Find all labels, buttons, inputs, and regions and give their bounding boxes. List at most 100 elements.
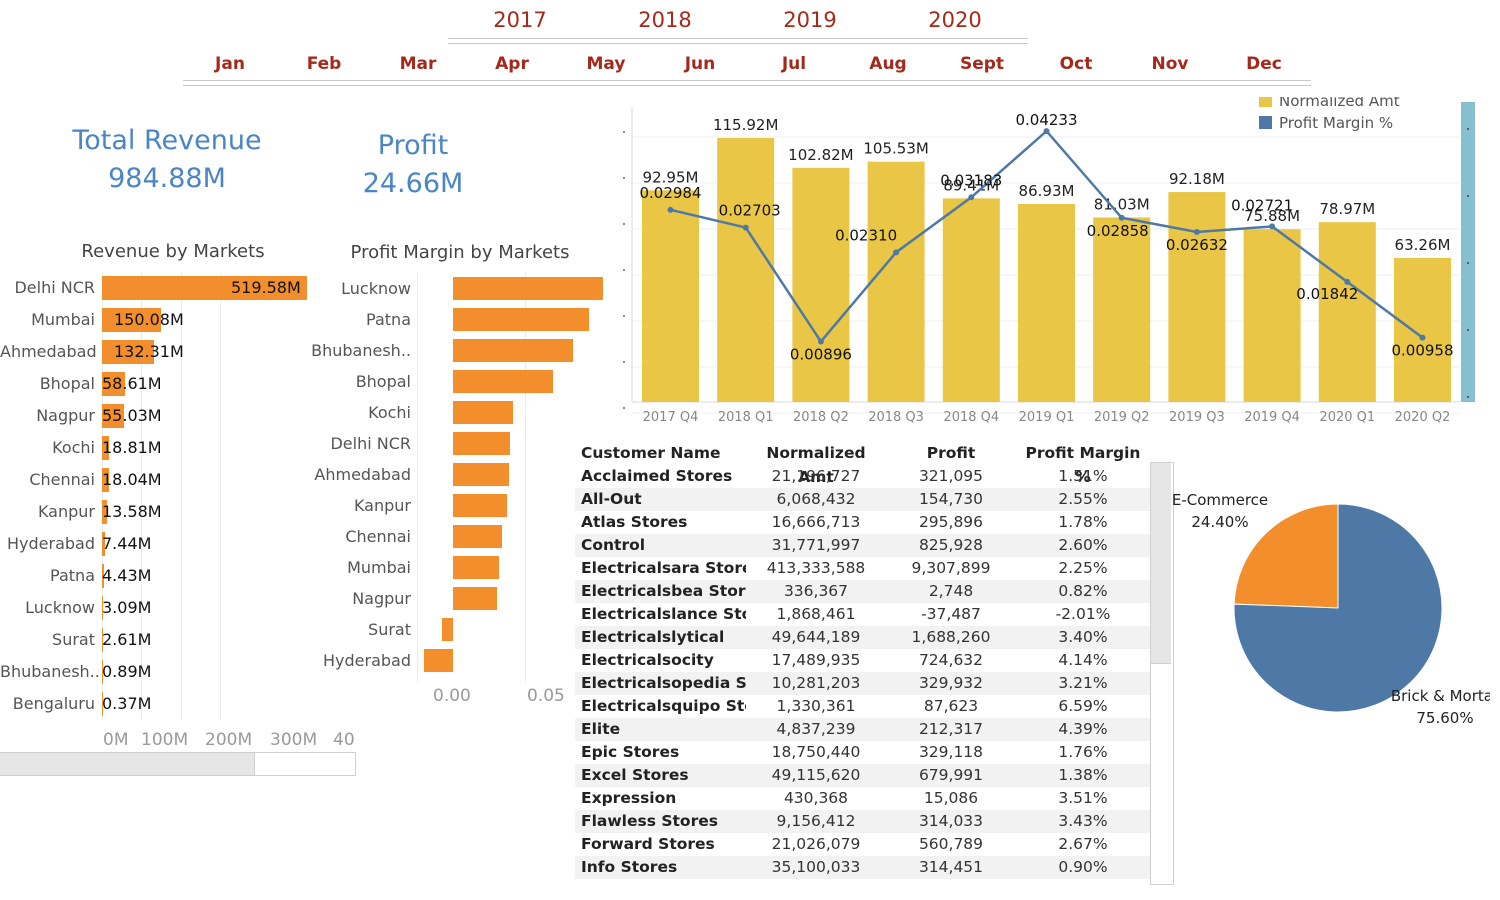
revenue-gridline (180, 272, 182, 720)
revenue-bar[interactable] (102, 404, 124, 428)
cell-customer-name: Excel Stores (581, 766, 689, 784)
revenue-market-label: Bhopal (39, 374, 95, 393)
combo-category-label: 2018 Q1 (718, 410, 774, 425)
revenue-bar[interactable] (102, 692, 103, 716)
margin-bar[interactable] (453, 463, 509, 486)
table-row[interactable]: Electricalsopedia St.. 10,281,203 329,932 3… (575, 672, 1150, 695)
month-oct[interactable]: Oct (1059, 54, 1093, 74)
revenue-axis-tick: 200M (205, 730, 253, 750)
margin-bar[interactable] (453, 556, 499, 579)
revenue-axis-tick: 100M (141, 730, 189, 750)
month-apr[interactable]: Apr (495, 54, 529, 74)
margin-bar[interactable] (441, 618, 453, 641)
margin-axis-tick: 0.05 (527, 686, 565, 706)
month-dec[interactable]: Dec (1246, 54, 1282, 74)
month-aug[interactable]: Aug (869, 54, 907, 74)
revenue-bar[interactable] (102, 276, 307, 300)
table-row[interactable]: Acclaimed Stores 21,196,727 321,095 1.51% (575, 465, 1150, 488)
year-2020[interactable]: 2020 (928, 8, 982, 32)
revenue-bar[interactable] (102, 436, 110, 460)
cell-profit: 9,307,899 (911, 559, 991, 577)
table-row[interactable]: Electricalslytical 49,644,189 1,688,260 3.4… (575, 626, 1150, 649)
revenue-market-label: Ahmedabad (0, 342, 97, 361)
revenue-bar[interactable] (102, 500, 108, 524)
table-row[interactable]: Forward Stores 21,026,079 560,789 2.67% (575, 833, 1150, 856)
combo-category-label: 2019 Q4 (1244, 410, 1300, 425)
profit-margin-label: 0.02310 (835, 226, 897, 244)
month-may[interactable]: May (586, 54, 626, 74)
revenue-market-label: Kanpur (37, 502, 95, 521)
cell-profit-margin: 2.55% (1058, 490, 1108, 508)
cell-customer-name: Forward Stores (581, 835, 715, 853)
cell-normalized-amt: 35,100,033 (771, 858, 861, 876)
table-row[interactable]: Control 31,771,997 825,928 2.60% (575, 534, 1150, 557)
cell-profit: 314,033 (918, 812, 984, 830)
table-row[interactable]: Electricalsquipo Sto.. 1,330,361 87,623 6.5… (575, 695, 1150, 718)
revenue-value-label: 18.81M (102, 438, 162, 457)
profit-value: 24.66M (362, 168, 464, 199)
month-nov[interactable]: Nov (1151, 54, 1189, 74)
table-row[interactable]: Electricalslance Sto.. 1,868,461 -37,487 -2… (575, 603, 1150, 626)
combo-category-label: 2019 Q1 (1019, 410, 1075, 425)
year-2019[interactable]: 2019 (783, 8, 837, 32)
margin-bar[interactable] (453, 339, 574, 362)
revenue-bar[interactable] (102, 468, 110, 492)
margin-bar[interactable] (453, 401, 514, 424)
revenue-bar[interactable] (102, 628, 104, 652)
margin-bar[interactable] (453, 308, 589, 331)
margin-bar[interactable] (453, 494, 508, 517)
cell-profit: 329,118 (918, 743, 984, 761)
table-row[interactable]: Epic Stores 18,750,440 329,118 1.76% (575, 741, 1150, 764)
margin-bar[interactable] (424, 649, 453, 672)
quarterly-combo-chart: 92.95M 2017 Q4 115.92M 2018 Q1 102.82M 2018 Q… (623, 97, 1475, 425)
revenue-axis-tick: 300M (270, 730, 318, 750)
table-row[interactable]: Expression 430,368 15,086 3.51% (575, 787, 1150, 810)
month-mar[interactable]: Mar (399, 54, 437, 74)
margin-bar[interactable] (453, 587, 498, 610)
margin-bar[interactable] (453, 277, 604, 300)
margin-bar[interactable] (453, 525, 502, 548)
combo-category-label: 2020 Q1 (1319, 410, 1375, 425)
vertical-scrollbar-thumb[interactable] (1151, 463, 1171, 664)
margin-bar[interactable] (453, 370, 554, 393)
table-row[interactable]: Excel Stores 49,115,620 679,991 1.38% (575, 764, 1150, 787)
cell-profit-margin: 0.90% (1058, 858, 1108, 876)
year-2018[interactable]: 2018 (638, 8, 692, 32)
revenue-market-label: Hyderabad (7, 534, 95, 553)
table-row[interactable]: Atlas Stores 16,666,713 295,896 1.78% (575, 511, 1150, 534)
month-feb[interactable]: Feb (306, 54, 342, 74)
table-row[interactable]: Electricalsara Stores 413,333,588 9,307,89… (575, 557, 1150, 580)
revenue-bar[interactable] (102, 532, 105, 556)
month-jan[interactable]: Jan (215, 54, 245, 74)
revenue-bar[interactable] (102, 564, 104, 588)
combo-bar-label: 75.88M (1244, 207, 1300, 225)
table-row[interactable]: Elite 4,837,239 212,317 4.39% (575, 718, 1150, 741)
month-sept[interactable]: Sept (959, 54, 1005, 74)
year-2017[interactable]: 2017 (493, 8, 547, 32)
month-jun[interactable]: Jun (684, 54, 716, 74)
revenue-bar[interactable] (102, 308, 162, 332)
revenue-bar[interactable] (102, 372, 126, 396)
cell-normalized-amt: 49,115,620 (771, 766, 861, 784)
revenue-value-label: 7.44M (102, 534, 152, 553)
table-row[interactable]: Electricalsbea Stores 336,367 2,748 0.82% (575, 580, 1150, 603)
margin-bar[interactable] (453, 432, 511, 455)
profit-margin-label: 0.02632 (1166, 236, 1228, 254)
table-row[interactable]: Electricalsocity 17,489,935 724,632 4.14% (575, 649, 1150, 672)
cell-normalized-amt: 21,026,079 (771, 835, 861, 853)
combo-right-tick (1467, 262, 1469, 264)
revenue-gridline (102, 272, 103, 720)
horizontal-scrollbar-thumb[interactable] (0, 753, 255, 775)
revenue-bar[interactable] (102, 596, 104, 620)
table-row[interactable]: Info Stores 35,100,033 314,451 0.90% (575, 856, 1150, 879)
revenue-bar[interactable] (102, 660, 103, 684)
cell-customer-name: Electricalsopedia St.. (581, 674, 746, 692)
cell-normalized-amt: 10,281,203 (771, 674, 861, 692)
combo-right-tick (1467, 329, 1469, 331)
revenue-bar[interactable] (102, 340, 155, 364)
combo-category-label: 2018 Q4 (943, 410, 999, 425)
month-jul[interactable]: Jul (781, 54, 807, 74)
table-row[interactable]: Flawless Stores 9,156,412 314,033 3.43% (575, 810, 1150, 833)
cell-profit: 2,748 (928, 582, 974, 600)
table-row[interactable]: All-Out 6,068,432 154,730 2.55% (575, 488, 1150, 511)
